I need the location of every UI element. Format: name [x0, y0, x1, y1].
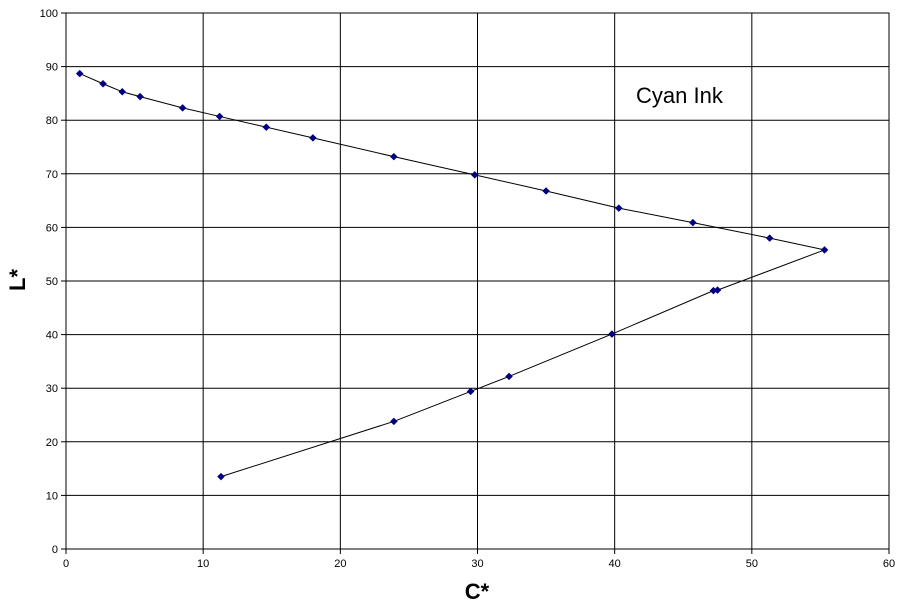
y-tick-label: 70 — [46, 169, 58, 181]
x-tick-label: 0 — [63, 558, 69, 570]
data-point — [75, 69, 84, 78]
y-tick-label: 0 — [52, 544, 58, 556]
data-point — [99, 79, 107, 88]
data-point — [505, 372, 513, 381]
data-point — [118, 87, 127, 96]
data-point — [470, 171, 479, 179]
data-point — [688, 218, 697, 227]
data-point — [542, 187, 550, 195]
grid — [66, 13, 889, 549]
x-tick-label: 40 — [609, 558, 621, 570]
data-point — [614, 204, 623, 212]
x-tick-label: 20 — [334, 558, 346, 570]
y-tick-label: 50 — [46, 276, 58, 288]
x-tick-label: 50 — [746, 558, 758, 570]
y-tick-label: 90 — [46, 62, 58, 74]
axis-ticks: 0 10 20 30 40 50 60 0 10 20 30 40 50 60 70 80 90 100 — [40, 8, 895, 570]
data-point — [215, 112, 224, 121]
y-tick-label: 60 — [46, 222, 58, 234]
data-point — [820, 246, 829, 254]
data-point — [389, 417, 398, 426]
y-tick-label: 20 — [46, 437, 58, 449]
data-point — [709, 286, 718, 295]
data-point — [765, 234, 774, 242]
chart-annotation-label: Cyan Ink — [636, 83, 724, 108]
data-point — [136, 92, 144, 101]
data-point — [608, 330, 616, 338]
y-tick-label: 100 — [40, 8, 58, 20]
x-tick-label: 60 — [883, 558, 895, 570]
y-tick-label: 10 — [46, 490, 58, 502]
y-tick-label: 30 — [46, 383, 58, 395]
y-axis-title: L* — [5, 269, 30, 291]
series-line — [79, 73, 827, 478]
x-tick-label: 30 — [471, 558, 483, 570]
y-tick-label: 40 — [46, 330, 58, 342]
x-tick-label: 10 — [197, 558, 209, 570]
data-point — [466, 387, 475, 396]
data-series — [75, 69, 829, 481]
data-point — [262, 123, 271, 132]
data-point — [389, 152, 398, 161]
data-point — [309, 134, 317, 142]
data-point — [178, 104, 187, 112]
x-axis-title: C* — [465, 579, 490, 604]
data-point — [217, 472, 225, 481]
y-tick-label: 80 — [46, 115, 58, 127]
